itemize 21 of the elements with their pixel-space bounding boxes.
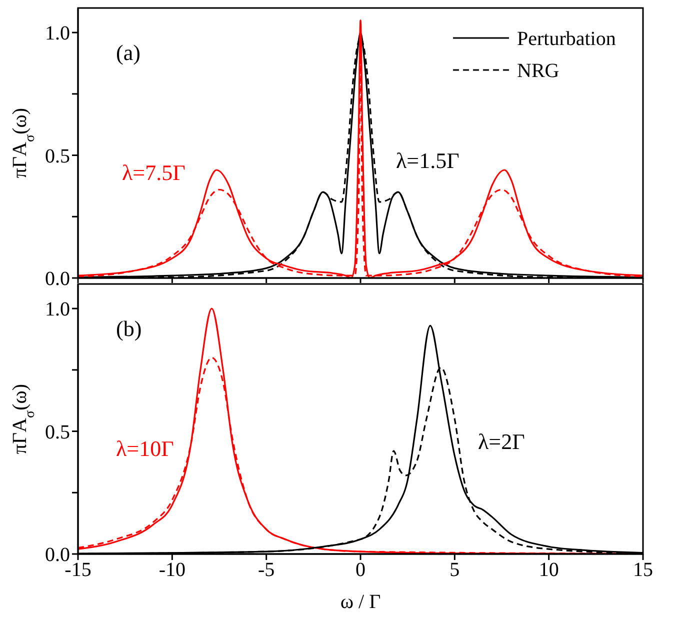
annotation: λ=1.5Γ [396, 148, 460, 173]
x-tick-label: 0 [356, 559, 366, 582]
annotation: (a) [116, 40, 140, 65]
annotation: (b) [116, 316, 142, 341]
y-tick-label: 1.0 [45, 298, 70, 321]
legend-label: Perturbation [517, 28, 616, 50]
x-axis-title: ω / Γ [340, 591, 381, 613]
y-tick-label: 1.0 [45, 22, 70, 45]
y-tick-label: 0.0 [45, 268, 70, 290]
annotation: λ=7.5Γ [122, 160, 186, 185]
x-tick-label: 10 [538, 559, 559, 582]
annotation: λ=2Γ [478, 429, 526, 454]
x-tick-label: 15 [633, 559, 653, 582]
y-tick-label: 0.5 [45, 421, 70, 444]
y-tick-label: 0.5 [45, 145, 70, 168]
x-tick-label: 5 [450, 559, 460, 582]
y-tick-label: 0.0 [45, 544, 70, 566]
legend-label: NRG [517, 60, 560, 82]
annotation: λ=10Γ [116, 436, 174, 461]
x-tick-label: -5 [258, 559, 275, 582]
x-tick-label: -10 [158, 559, 186, 582]
